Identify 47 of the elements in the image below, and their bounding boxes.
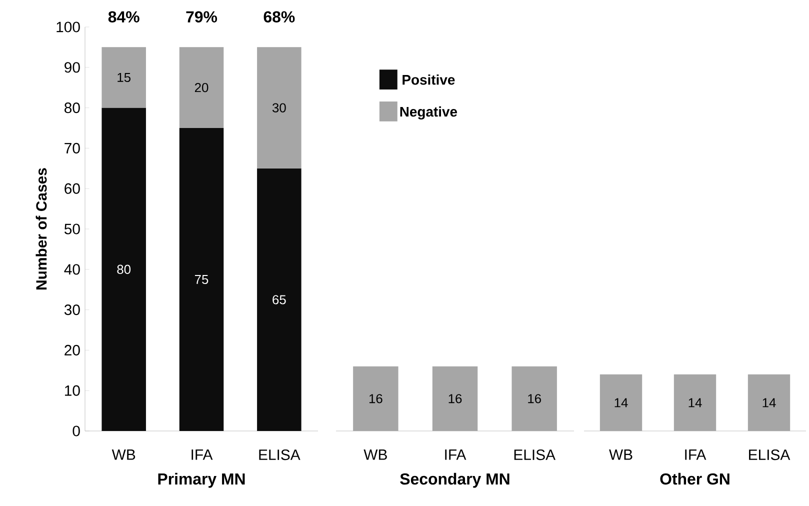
x-tick-label: WB — [364, 450, 387, 460]
y-tick-label: 70 — [64, 142, 80, 154]
bar — [102, 108, 146, 431]
y-tick-label: 30 — [64, 304, 80, 316]
x-tick-label: IFA — [685, 450, 706, 460]
y-tick-label: 80 — [64, 102, 80, 114]
x-tick-label: WB — [112, 450, 136, 460]
data-label: 14 — [688, 398, 702, 408]
text: 68% — [264, 11, 295, 22]
data-label: 75 — [194, 274, 208, 284]
x-axis-title: Primary MN — [158, 472, 245, 488]
data-label: 16 — [448, 394, 462, 404]
bar — [102, 47, 146, 108]
data-label: 16 — [528, 394, 541, 404]
data-label: 80 — [117, 264, 131, 274]
x-tick-label: IFA — [192, 450, 213, 460]
x-tick-label: ELISA — [749, 450, 790, 460]
bar — [257, 47, 302, 168]
y-tick-label: 100 — [56, 22, 80, 32]
x-tick-label: IFA — [445, 450, 466, 460]
legend-label: Negative — [400, 106, 458, 120]
data-label: 14 — [614, 398, 628, 408]
y-tick-label: 60 — [64, 183, 80, 194]
bar — [179, 128, 224, 431]
data-label: 16 — [369, 394, 382, 404]
x-tick-label: WB — [609, 450, 632, 460]
legend-label: Positive — [402, 74, 455, 85]
x-tick-label: ELISA — [259, 450, 300, 460]
y-tick-label: 50 — [64, 224, 80, 234]
y-tick-label: 40 — [64, 264, 80, 275]
data-label: 65 — [272, 295, 286, 304]
data-label: 14 — [762, 398, 776, 408]
x-tick-label: ELISA — [514, 450, 556, 460]
bar — [179, 47, 224, 128]
text: 79% — [186, 11, 218, 22]
y-tick-label: 90 — [64, 62, 80, 73]
bar — [257, 168, 302, 431]
y-tick-label: 10 — [65, 385, 80, 396]
y-axis-title: Number of Cases — [36, 168, 47, 290]
data-label: 15 — [118, 72, 130, 82]
text: 84% — [108, 11, 140, 22]
data-label: 30 — [272, 103, 286, 112]
y-tick-label: 20 — [64, 344, 80, 356]
x-axis-title: Secondary MN — [400, 472, 510, 488]
y-tick-label: 0 — [72, 426, 80, 436]
x-axis-title: Other GN — [660, 472, 730, 485]
data-label: 20 — [194, 82, 208, 92]
